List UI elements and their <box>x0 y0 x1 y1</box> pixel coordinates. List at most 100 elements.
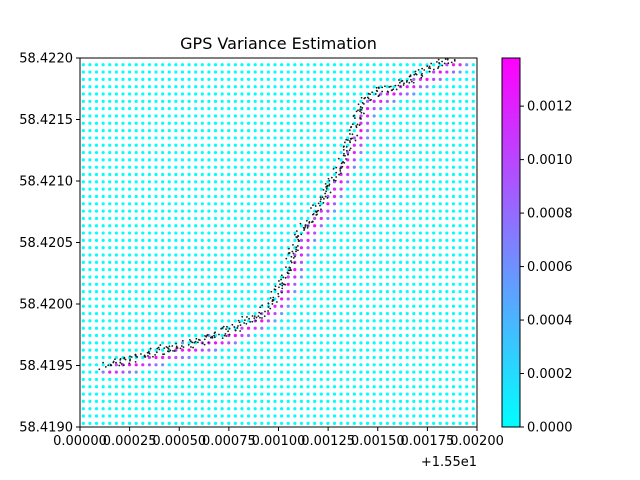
variance-grid-point <box>154 385 158 389</box>
variance-grid-point <box>339 304 343 308</box>
variance-grid-point <box>213 216 218 221</box>
variance-grid-point <box>299 407 304 411</box>
variance-grid-point <box>398 282 403 286</box>
variance-grid-point <box>273 246 277 250</box>
variance-grid-point <box>332 333 337 338</box>
variance-grid-point <box>346 209 350 213</box>
variance-grid-point <box>306 377 310 382</box>
variance-grid-point <box>266 209 270 213</box>
variance-grid-point <box>458 399 462 403</box>
variance-grid-point <box>266 290 270 294</box>
variance-grid-point <box>359 268 363 272</box>
variance-grid-point <box>207 363 211 367</box>
variance-grid-point <box>260 319 264 323</box>
variance-grid-point <box>385 348 389 352</box>
gps-trace-point <box>369 93 371 96</box>
variance-grid-point <box>246 63 251 67</box>
gps-trace-point <box>389 85 392 88</box>
variance-grid-point <box>233 253 237 257</box>
variance-grid-point <box>174 260 178 264</box>
variance-grid-point <box>114 385 118 389</box>
variance-grid-point <box>213 85 218 89</box>
variance-grid-point <box>121 70 125 74</box>
gps-trace-point <box>194 340 197 343</box>
variance-grid-point <box>180 209 185 213</box>
variance-grid-point <box>313 377 317 382</box>
variance-grid-point <box>187 311 191 316</box>
variance-grid-point <box>352 268 356 272</box>
variance-grid-point <box>299 414 304 418</box>
variance-grid-point <box>200 268 204 272</box>
variance-grid-point <box>240 260 244 264</box>
variance-grid-point <box>147 282 152 286</box>
variance-grid-point <box>147 85 152 89</box>
variance-grid-point <box>372 319 376 323</box>
variance-grid-point <box>471 260 475 264</box>
variance-grid-point <box>359 246 363 250</box>
variance-grid-point <box>293 341 297 345</box>
variance-grid-point <box>88 377 92 382</box>
variance-grid-point <box>94 107 99 111</box>
variance-grid-point <box>220 107 224 111</box>
variance-grid-point <box>141 326 145 330</box>
variance-grid-point <box>306 158 310 162</box>
gps-trace-point <box>328 183 331 186</box>
variance-grid-point <box>398 63 403 67</box>
variance-grid-point <box>280 99 284 103</box>
variance-grid-point <box>260 268 264 272</box>
variance-grid-point <box>260 180 264 184</box>
variance-grid-point <box>412 209 416 213</box>
variance-grid-point <box>266 326 270 330</box>
gps-trace-point <box>359 110 361 113</box>
variance-grid-point <box>412 143 416 147</box>
variance-grid-point <box>438 202 442 206</box>
variance-grid-point <box>372 121 376 125</box>
variance-grid-point <box>359 333 363 338</box>
variance-grid-point <box>260 194 264 199</box>
variance-grid-point <box>273 224 277 228</box>
variance-grid-point <box>194 209 198 213</box>
variance-grid-point <box>319 107 323 111</box>
variance-grid-point <box>352 392 356 396</box>
variance-grid-point <box>227 77 231 81</box>
variance-grid-point <box>465 385 469 389</box>
variance-grid-point <box>134 304 138 308</box>
variance-grid-point <box>465 180 469 184</box>
variance-grid-point <box>194 275 198 279</box>
variance-grid-point <box>213 399 218 403</box>
variance-grid-point <box>200 107 204 111</box>
variance-grid-point <box>372 77 376 81</box>
variance-grid-point <box>154 370 158 374</box>
variance-grid-point <box>253 194 257 199</box>
variance-grid-point <box>392 297 396 301</box>
variance-grid-point <box>121 209 125 213</box>
variance-grid-point <box>180 370 185 374</box>
variance-grid-point <box>451 253 456 257</box>
variance-grid-point <box>121 304 125 308</box>
variance-grid-point <box>392 355 396 360</box>
variance-grid-point <box>154 99 158 103</box>
variance-grid-point <box>200 275 204 279</box>
gps-trace-point <box>453 59 456 62</box>
variance-grid-point <box>180 136 185 140</box>
variance-grid-point <box>405 399 409 403</box>
variance-grid-point <box>246 231 251 235</box>
variance-grid-point <box>405 121 409 125</box>
variance-grid-point <box>81 414 85 418</box>
variance-grid-point <box>187 158 191 162</box>
variance-grid-point <box>207 216 211 221</box>
variance-grid-point <box>121 172 125 177</box>
variance-grid-point <box>359 414 363 418</box>
variance-grid-point <box>319 319 323 323</box>
variance-grid-point <box>425 414 429 418</box>
variance-grid-point <box>326 370 330 374</box>
variance-grid-point <box>471 290 475 294</box>
variance-grid-point <box>154 319 158 323</box>
variance-grid-point <box>253 114 257 118</box>
gps-trace-point <box>402 84 405 86</box>
variance-grid-point <box>438 377 442 382</box>
variance-grid-point <box>108 99 112 103</box>
variance-grid-point <box>94 121 99 125</box>
variance-grid-point <box>326 121 330 125</box>
variance-grid-point <box>445 172 449 177</box>
